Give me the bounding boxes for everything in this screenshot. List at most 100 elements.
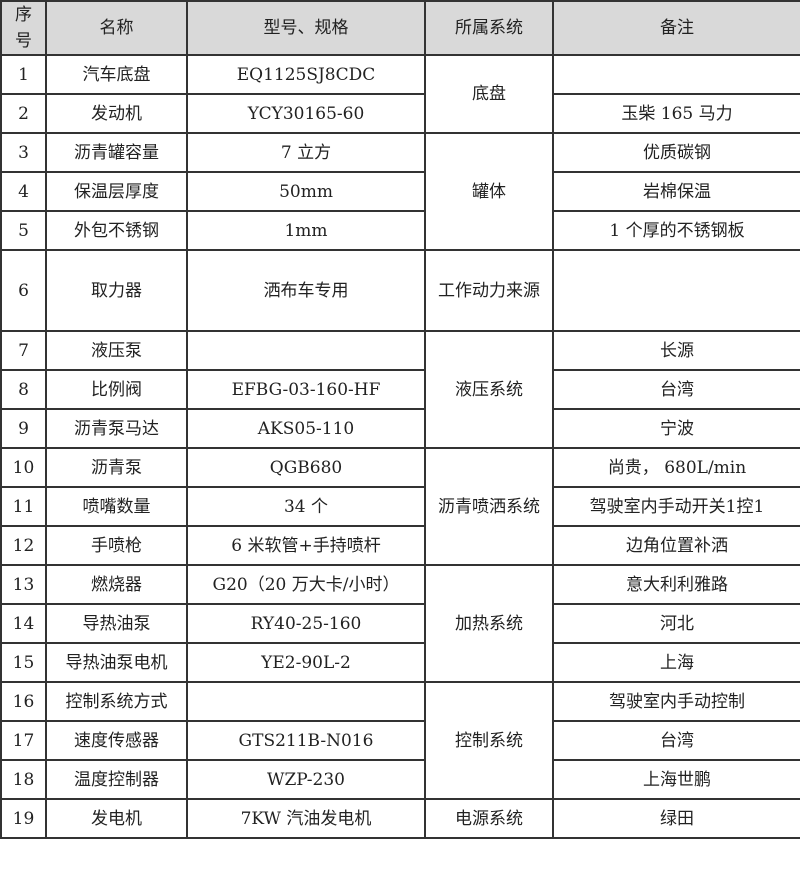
- item-system: 底盘: [424, 54, 554, 134]
- header-remark: 备注: [552, 0, 800, 56]
- item-remark: 岩棉保温: [552, 171, 800, 212]
- row-number: 15: [0, 642, 47, 683]
- header-model: 型号、规格: [186, 0, 426, 56]
- header-no: 序号: [0, 0, 47, 56]
- item-name: 发电机: [45, 798, 188, 839]
- row-number: 19: [0, 798, 47, 839]
- item-system: 罐体: [424, 132, 554, 251]
- item-remark: 尚贵， 680L/min: [552, 447, 800, 488]
- item-remark: 绿田: [552, 798, 800, 839]
- item-name: 速度传感器: [45, 720, 188, 761]
- item-model: EFBG-03-160-HF: [186, 369, 426, 410]
- item-model: RY40-25-160: [186, 603, 426, 644]
- item-system: 控制系统: [424, 681, 554, 800]
- item-name: 沥青泵: [45, 447, 188, 488]
- item-name: 沥青泵马达: [45, 408, 188, 449]
- item-model: 50mm: [186, 171, 426, 212]
- item-remark: 玉柴 165 马力: [552, 93, 800, 134]
- item-system: 工作动力来源: [424, 249, 554, 332]
- row-number: 16: [0, 681, 47, 722]
- item-remark: 优质碳钢: [552, 132, 800, 173]
- table-row: 13 燃烧器 G20（20 万大卡/小时） 加热系统 意大利利雅路: [0, 564, 800, 683]
- item-name: 导热油泵: [45, 603, 188, 644]
- header-row: 序号 名称 型号、规格 所属系统 备注: [0, 0, 800, 56]
- row-number: 11: [0, 486, 47, 527]
- item-remark: 1 个厚的不锈钢板: [552, 210, 800, 251]
- item-model: [186, 330, 426, 371]
- item-remark: 驾驶室内手动开关1控1: [552, 486, 800, 527]
- item-remark: 台湾: [552, 369, 800, 410]
- table-row: 8 比例阀 EFBG-03-160-HF 台湾: [0, 369, 800, 410]
- row-number: 17: [0, 720, 47, 761]
- table-row: 18 温度控制器 WZP-230 上海世鹏: [0, 759, 800, 800]
- item-model: YE2-90L-2: [186, 642, 426, 683]
- row-number: 2: [0, 93, 47, 134]
- item-remark: [552, 54, 800, 95]
- row-number: 18: [0, 759, 47, 800]
- item-remark: 长源: [552, 330, 800, 371]
- item-model: G20（20 万大卡/小时）: [186, 564, 426, 605]
- table-row: 3 沥青罐容量 7 立方 罐体 优质碳钢: [0, 132, 800, 251]
- item-system: 加热系统: [424, 564, 554, 683]
- item-remark: [552, 249, 800, 332]
- table-body: 1 汽车底盘 EQ1125SJ8CDC 底盘 2 发动机 YCY30165-60 玉柴 165…: [0, 54, 800, 839]
- table-row: 10 沥青泵 QGB680 沥青喷洒系统 尚贵， 680L/min: [0, 447, 800, 566]
- item-remark: 边角位置补洒: [552, 525, 800, 566]
- table-row: 4 保温层厚度 50mm 岩棉保温: [0, 171, 800, 212]
- item-name: 外包不锈钢: [45, 210, 188, 251]
- row-number: 4: [0, 171, 47, 212]
- row-number: 10: [0, 447, 47, 488]
- table-row: 9 沥青泵马达 AKS05-110 宁波: [0, 408, 800, 449]
- item-model: GTS211B-N016: [186, 720, 426, 761]
- header-name: 名称: [45, 0, 188, 56]
- row-number: 8: [0, 369, 47, 410]
- item-model: WZP-230: [186, 759, 426, 800]
- item-name: 温度控制器: [45, 759, 188, 800]
- item-remark: 意大利利雅路: [552, 564, 800, 605]
- item-system: 电源系统: [424, 798, 554, 839]
- item-name: 导热油泵电机: [45, 642, 188, 683]
- item-model: QGB680: [186, 447, 426, 488]
- row-number: 6: [0, 249, 47, 332]
- item-model: [186, 681, 426, 722]
- table-row: 7 液压泵 液压系统 长源: [0, 330, 800, 449]
- item-name: 沥青罐容量: [45, 132, 188, 173]
- item-name: 控制系统方式: [45, 681, 188, 722]
- item-name: 喷嘴数量: [45, 486, 188, 527]
- table-row: 12 手喷枪 6 米软管+手持喷杆 边角位置补洒: [0, 525, 800, 566]
- table-row: 17 速度传感器 GTS211B-N016 台湾: [0, 720, 800, 761]
- item-name: 汽车底盘: [45, 54, 188, 95]
- row-number: 13: [0, 564, 47, 605]
- item-remark: 上海: [552, 642, 800, 683]
- item-model: AKS05-110: [186, 408, 426, 449]
- row-number: 1: [0, 54, 47, 95]
- item-remark: 台湾: [552, 720, 800, 761]
- row-number: 14: [0, 603, 47, 644]
- item-name: 燃烧器: [45, 564, 188, 605]
- table-row: 1 汽车底盘 EQ1125SJ8CDC 底盘: [0, 54, 800, 134]
- table-row: 14 导热油泵 RY40-25-160 河北: [0, 603, 800, 644]
- item-name: 发动机: [45, 93, 188, 134]
- item-name: 手喷枪: [45, 525, 188, 566]
- row-number: 7: [0, 330, 47, 371]
- item-name: 液压泵: [45, 330, 188, 371]
- row-number: 5: [0, 210, 47, 251]
- table-row: 19 发电机 7KW 汽油发电机 电源系统 绿田: [0, 798, 800, 839]
- header-system: 所属系统: [424, 0, 554, 56]
- item-name: 保温层厚度: [45, 171, 188, 212]
- table-row: 2 发动机 YCY30165-60 玉柴 165 马力: [0, 93, 800, 134]
- equipment-spec-table: 序号 名称 型号、规格 所属系统 备注 1 汽车底盘 EQ1125SJ8CDC 底盘 2…: [0, 0, 800, 839]
- table-row: 16 控制系统方式 控制系统 驾驶室内手动控制: [0, 681, 800, 800]
- item-model: 7 立方: [186, 132, 426, 173]
- row-number: 3: [0, 132, 47, 173]
- item-model: 洒布车专用: [186, 249, 426, 332]
- row-number: 9: [0, 408, 47, 449]
- table-row: 5 外包不锈钢 1mm 1 个厚的不锈钢板: [0, 210, 800, 251]
- table-row: 6 取力器 洒布车专用 工作动力来源: [0, 249, 800, 332]
- item-name: 取力器: [45, 249, 188, 332]
- item-model: YCY30165-60: [186, 93, 426, 134]
- item-remark: 驾驶室内手动控制: [552, 681, 800, 722]
- item-model: 34 个: [186, 486, 426, 527]
- item-remark: 宁波: [552, 408, 800, 449]
- table-row: 15 导热油泵电机 YE2-90L-2 上海: [0, 642, 800, 683]
